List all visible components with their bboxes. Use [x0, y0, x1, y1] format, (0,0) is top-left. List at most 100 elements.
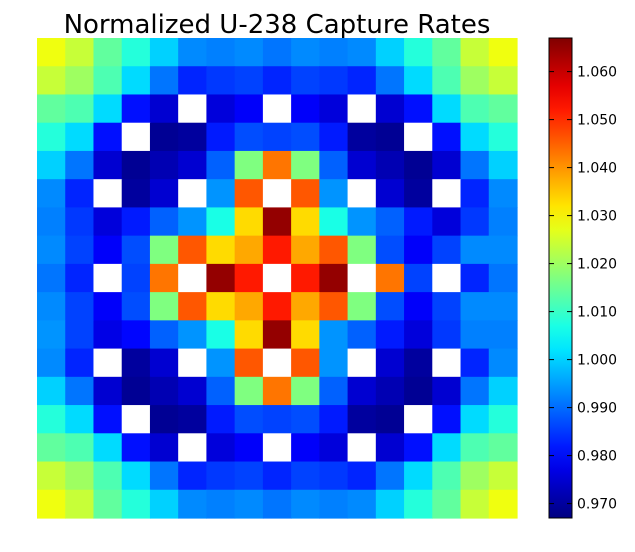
heatmap-cell [432, 122, 462, 152]
heatmap-cell [404, 207, 433, 237]
heatmap-cell [291, 489, 320, 519]
heatmap-cell [347, 376, 377, 406]
colorbar-tick-label: 1.050 [577, 113, 617, 129]
heatmap-cell [404, 150, 433, 180]
heatmap-cell [149, 122, 179, 152]
heatmap-cell [262, 489, 292, 519]
heatmap-cell [432, 94, 462, 124]
heatmap-cell [234, 207, 264, 237]
heatmap-cell [404, 376, 433, 406]
heatmap-cell [375, 433, 405, 463]
heatmap-cell [149, 150, 179, 180]
heatmap-cell [234, 94, 264, 124]
heatmap-cell [121, 179, 151, 209]
colorbar-tick-label: 0.990 [577, 401, 617, 417]
heatmap-cell-empty [121, 122, 151, 152]
heatmap-cell [65, 235, 95, 265]
heatmap-cell [121, 376, 151, 406]
heatmap-cell [206, 122, 236, 152]
heatmap-cell [121, 207, 151, 237]
heatmap-cell [121, 433, 151, 463]
heatmap-cell [206, 320, 236, 350]
heatmap-cell [375, 235, 405, 265]
heatmap-cell [234, 150, 264, 180]
heatmap-cell [37, 66, 66, 96]
heatmap-cell [319, 179, 349, 209]
heatmap-cell [432, 433, 462, 463]
heatmap-cell [178, 235, 208, 265]
heatmap-cell [488, 348, 518, 378]
heatmap-cell [375, 292, 405, 321]
heatmap-cell [37, 122, 66, 152]
colorbar-tick-label: 1.030 [577, 209, 617, 225]
heatmap-cell [291, 150, 320, 180]
heatmap-cell [93, 489, 123, 519]
colorbar-tick-label: 1.010 [577, 305, 617, 321]
heatmap-cell [347, 292, 377, 321]
heatmap-cell [488, 489, 518, 519]
heatmap-cell [460, 235, 490, 265]
heatmap-cell [149, 235, 179, 265]
heatmap-cell-empty [262, 179, 292, 209]
heatmap-cell-empty [347, 263, 377, 293]
heatmap-cell [121, 150, 151, 180]
heatmap-cell [404, 461, 433, 491]
heatmap-cell [375, 376, 405, 406]
heatmap-cell [178, 489, 208, 519]
heatmap-cell-empty [178, 348, 208, 378]
heatmap-cell [121, 292, 151, 321]
heatmap-cell [178, 461, 208, 491]
colorbar-tick-label: 1.000 [577, 353, 617, 369]
heatmap-cell [375, 405, 405, 434]
heatmap-cell-empty [347, 94, 377, 124]
heatmap-cell [347, 320, 377, 350]
heatmap-cell [347, 66, 377, 96]
colorbar-frame [548, 37, 573, 519]
heatmap-cell [319, 405, 349, 434]
heatmap-cell [347, 235, 377, 265]
heatmap-cell-empty [347, 179, 377, 209]
heatmap-cell [37, 179, 66, 209]
heatmap-cell [291, 235, 320, 265]
heatmap-cell [347, 207, 377, 237]
heatmap-cell [65, 320, 95, 350]
heatmap-cell [488, 150, 518, 180]
heatmap-cell [93, 235, 123, 265]
heatmap-cell [488, 292, 518, 321]
heatmap-cell [65, 38, 95, 67]
heatmap-cell [93, 66, 123, 96]
heatmap-cell [234, 66, 264, 96]
heatmap-cell [93, 38, 123, 67]
heatmap-cell [460, 122, 490, 152]
heatmap-cell [404, 94, 433, 124]
heatmap-cell [262, 235, 292, 265]
heatmap-cell [488, 320, 518, 350]
heatmap-cell [93, 150, 123, 180]
heatmap-cell [262, 66, 292, 96]
heatmap-cell [319, 461, 349, 491]
heatmap-cell-empty [121, 405, 151, 434]
heatmap-cell [37, 150, 66, 180]
heatmap-cell [375, 320, 405, 350]
heatmap-cell [178, 66, 208, 96]
heatmap-cell [375, 150, 405, 180]
heatmap-cell [65, 376, 95, 406]
heatmap-cell [234, 122, 264, 152]
heatmap-cell [149, 179, 179, 209]
heatmap-cell [347, 405, 377, 434]
heatmap-cell [460, 179, 490, 209]
heatmap-cell [65, 292, 95, 321]
heatmap-cell [149, 376, 179, 406]
heatmap-cell [488, 207, 518, 237]
heatmap-cell-empty [93, 348, 123, 378]
heatmap-grid [37, 38, 518, 519]
heatmap-cell [488, 433, 518, 463]
heatmap-cell [291, 320, 320, 350]
heatmap-cell [460, 376, 490, 406]
heatmap-cell [262, 376, 292, 406]
heatmap-cell [319, 150, 349, 180]
heatmap-cell [319, 38, 349, 67]
heatmap-cell [206, 489, 236, 519]
heatmap-cell [234, 38, 264, 67]
